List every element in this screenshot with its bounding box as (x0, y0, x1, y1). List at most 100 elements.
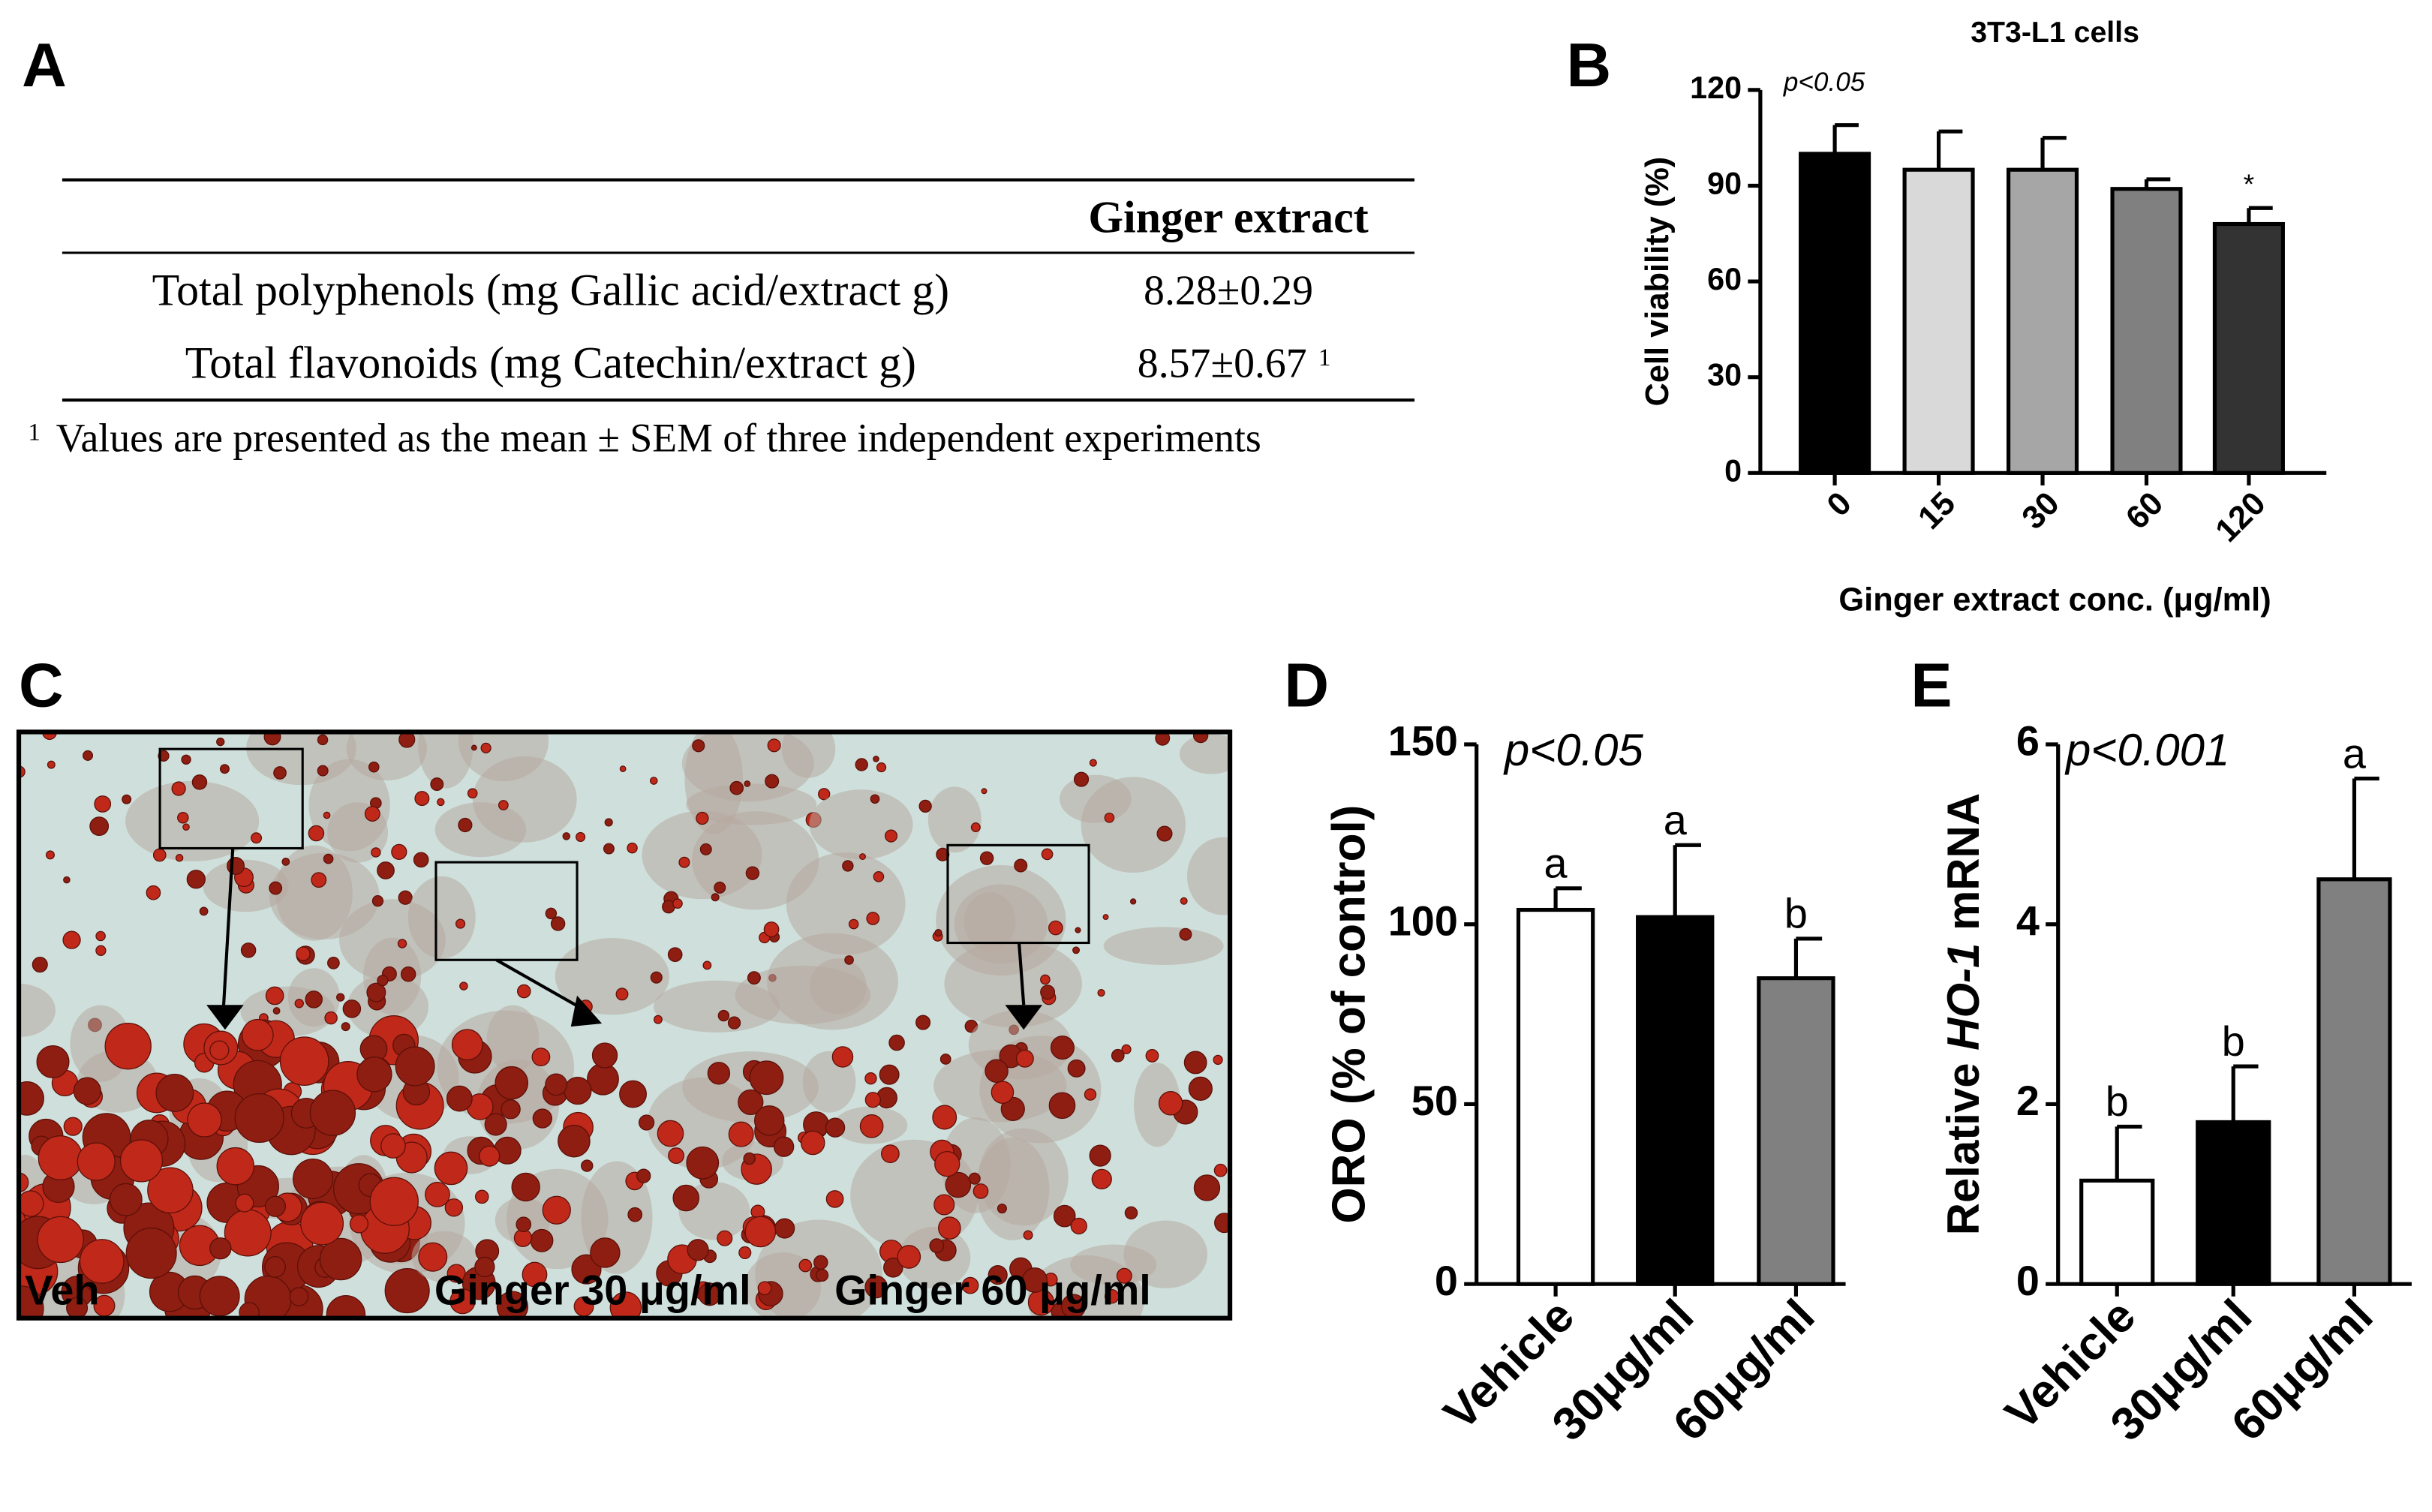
cell-cluster (418, 732, 473, 789)
lipid-droplet (63, 876, 71, 884)
lipid-droplet (371, 894, 384, 907)
cell-cluster (346, 732, 427, 781)
image-frame (16, 729, 1233, 1321)
cell-cluster (781, 732, 836, 778)
lipid-droplet (95, 945, 107, 956)
lipid-droplet (434, 1151, 468, 1186)
lipid-droplet (842, 860, 854, 872)
y-axis-label: Relative HO-1 mRNA (1938, 793, 1989, 1235)
cell-cluster (647, 1077, 759, 1170)
micrograph (19, 732, 1231, 1318)
cell-cluster (927, 786, 982, 853)
lipid-droplet (516, 1216, 532, 1233)
lipid-droplet (327, 956, 340, 969)
lipid-droplet (364, 806, 380, 822)
cell-cluster (19, 983, 56, 1038)
lipid-droplet (970, 822, 981, 833)
arrows (221, 848, 1026, 1013)
lipid-droplet (1111, 1048, 1125, 1063)
panel-a: A Ginger extract Total polyphenols (mg G… (22, 30, 1415, 460)
lipid-droplet (985, 1059, 1009, 1084)
lipid-droplet (19, 1190, 44, 1217)
lipid-droplet (516, 984, 531, 999)
superscript: 1 (28, 419, 41, 446)
bar-annotation: b (1784, 890, 1808, 937)
lipid-droplet (458, 817, 473, 833)
lipid-droplet (309, 1090, 356, 1136)
lipid-droplet (738, 1089, 764, 1116)
lipid-droplet (1213, 1163, 1228, 1177)
image-label: Ginger 60 μg/ml (834, 1266, 1151, 1313)
y-tick-label: 120 (1690, 71, 1742, 105)
lipid-droplet (480, 742, 492, 753)
zoom-box (946, 843, 1090, 945)
lipid-droplet (576, 831, 586, 842)
chart-title: 3T3-L1 cells (1971, 16, 2139, 49)
lipid-droplet (89, 816, 110, 836)
lipid-droplet (818, 788, 831, 801)
lipid-droplet (884, 829, 898, 843)
lipid-droplet (1193, 1174, 1221, 1201)
cell-cluster (944, 939, 1083, 1028)
lipid-droplet (234, 1093, 284, 1144)
lipid-droplet (1188, 1076, 1213, 1101)
lipid-droplet (289, 1287, 309, 1306)
x-tick-label: 120 (2208, 485, 2272, 549)
lipid-droplet (366, 982, 386, 1002)
image-label: Ginger 30 μg/ml (434, 1266, 751, 1313)
lipid-droplet (972, 1183, 989, 1199)
lipid-droplet (209, 1237, 232, 1260)
lipid-droplet (938, 1216, 961, 1240)
bar-annotation: b (2222, 1018, 2245, 1065)
lipid-droplet (798, 1258, 813, 1273)
y-tick-label: 2 (2016, 1077, 2040, 1124)
x-tick-label: 0 (1820, 485, 1859, 524)
lipid-droplet (831, 1046, 854, 1068)
y-tick-label: 0 (1724, 453, 1742, 488)
lipid-droplet (1089, 1144, 1111, 1167)
lipid-droplet (692, 739, 705, 753)
lipid-droplet (604, 818, 613, 827)
cell-cluster (1081, 777, 1186, 873)
lipid-droplet (1050, 1036, 1075, 1060)
lipid-droplet (187, 1102, 222, 1138)
lipid-droplet (224, 1209, 272, 1257)
lipid-droplet (1014, 858, 1028, 873)
lipid-droplet (545, 907, 558, 920)
cell-cluster (809, 789, 913, 860)
lipid-droplet (774, 1218, 795, 1239)
lipid-droplet (649, 777, 658, 785)
lipid-droplet (384, 1268, 430, 1314)
lipid-droplet (498, 800, 509, 810)
lipid-droplet (531, 1048, 551, 1066)
lipid-droplet (888, 1034, 905, 1051)
lipid-droplet (1104, 812, 1115, 823)
lipid-droplet (446, 1085, 473, 1112)
lipid-droplet (717, 1009, 730, 1022)
table-cell: 8.57±0.67 (1138, 341, 1307, 387)
lipid-droplet (627, 842, 638, 854)
lipid-droplet (936, 847, 950, 861)
lipid-droplet (62, 930, 81, 949)
y-tick-label: 100 (1388, 897, 1458, 944)
lipid-droplet (484, 1113, 507, 1136)
lipid-droplet (638, 1114, 655, 1131)
lipid-droplet (239, 1302, 260, 1318)
footnote: Values are presented as the mean ± SEM o… (56, 415, 1261, 460)
lipid-droplet (1124, 1206, 1138, 1220)
lipid-droplet (430, 777, 444, 791)
cell-cluster (684, 732, 743, 834)
lipid-droplet (356, 1057, 392, 1093)
lipid-droplet (496, 1291, 529, 1318)
bar (2110, 187, 2183, 475)
lipid-droplet (997, 1204, 1007, 1214)
lipid-droplet (800, 1130, 825, 1156)
lipid-droplet (883, 1258, 903, 1278)
lipid-droplet (94, 795, 112, 813)
lipid-droplet (209, 1040, 230, 1060)
lipid-droplet (371, 847, 381, 858)
lipid-droplet (702, 960, 712, 970)
lipid-droplet (1072, 946, 1081, 954)
lipid-droplet (939, 1054, 951, 1065)
lipid-droplet (870, 794, 880, 804)
